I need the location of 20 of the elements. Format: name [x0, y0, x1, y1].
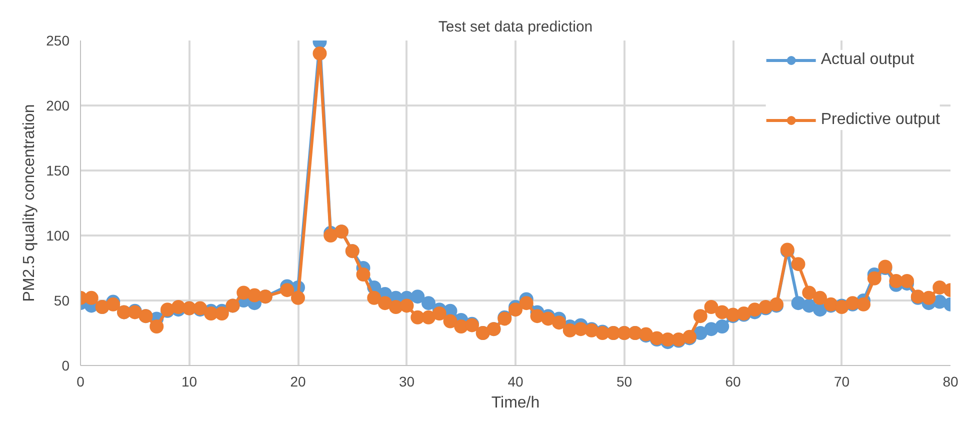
- x-axis-title: Time/h: [491, 394, 540, 412]
- legend-label: Predictive output: [820, 111, 940, 129]
- chart-title: Test set data prediction: [438, 18, 593, 36]
- x-tick-label: 70: [834, 374, 850, 390]
- x-tick-label: 50: [616, 374, 632, 390]
- x-tick-label: 40: [508, 374, 524, 390]
- y-tick-label: 100: [46, 228, 70, 244]
- x-tick-label: 30: [398, 374, 415, 390]
- x-tick-label: 80: [942, 374, 958, 390]
- y-tick-label: 50: [54, 292, 70, 308]
- y-tick-label: 250: [46, 32, 70, 48]
- y-tick-label: 150: [46, 162, 70, 178]
- legend-label: Actual output: [820, 51, 914, 69]
- x-tick-label: 0: [76, 374, 85, 390]
- x-tick-label: 60: [725, 374, 741, 390]
- x-tick-label: 10: [181, 374, 198, 390]
- y-axis-title: PM2.5 quality concentration: [21, 104, 38, 302]
- y-tick-label: 0: [62, 358, 70, 374]
- y-tick-label: 200: [46, 98, 70, 114]
- x-tick-label: 20: [290, 374, 306, 390]
